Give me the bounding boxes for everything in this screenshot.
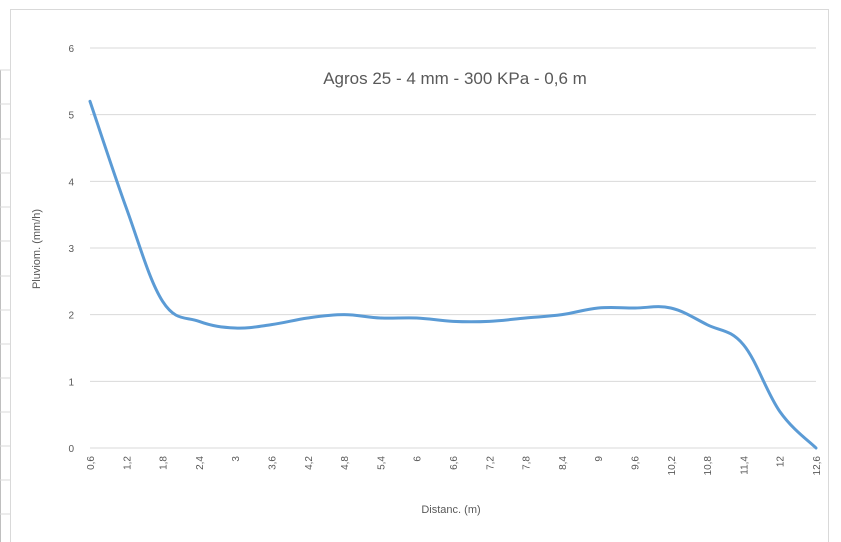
y-axis-title: Pluviom. (mm/h) xyxy=(31,209,43,289)
x-tick-label: 11,4 xyxy=(739,456,750,475)
y-tick-label: 2 xyxy=(68,311,74,322)
x-tick-label: 3,6 xyxy=(268,456,279,470)
x-tick-label: 6,6 xyxy=(449,456,460,470)
x-tick-label: 10,8 xyxy=(703,456,714,476)
x-axis-title: Distanc. (m) xyxy=(421,504,480,516)
x-tick-label: 5,4 xyxy=(376,456,387,470)
gridlines xyxy=(90,47,816,449)
chart-title: Agros 25 - 4 mm - 300 KPa - 0,6 m xyxy=(323,69,587,88)
y-tick-label: 4 xyxy=(68,177,74,188)
series-line xyxy=(88,99,818,450)
x-tick-label: 7,8 xyxy=(522,456,533,470)
x-tick-label: 12 xyxy=(776,456,787,468)
y-tick-label: 5 xyxy=(68,111,74,122)
x-tick-label: 6 xyxy=(413,456,424,462)
x-tick-label: 12,6 xyxy=(812,456,823,476)
chart-area-frame xyxy=(10,9,829,542)
x-tick-label: 9 xyxy=(594,456,605,462)
y-tick-label: 3 xyxy=(68,244,74,255)
left-panel-edge xyxy=(0,69,10,542)
x-tick-label: 3 xyxy=(231,456,242,462)
x-axis-ticks: 0,6 1,2 1,8 2,4 3 3,6 4,2 4,8 5,4 6 6,6 7,2 7,8 8,4 9 9… xyxy=(86,456,823,476)
y-axis-ticks: 0 1 2 3 4 5 6 xyxy=(68,44,74,455)
series-layer xyxy=(88,99,818,450)
y-tick-label: 6 xyxy=(68,44,74,55)
y-tick-label: 0 xyxy=(68,444,74,455)
x-tick-label: 4,8 xyxy=(340,456,351,470)
x-tick-label: 10,2 xyxy=(667,456,678,476)
x-tick-label: 0,6 xyxy=(86,456,97,470)
x-tick-label: 4,2 xyxy=(304,456,315,470)
y-tick-label: 1 xyxy=(68,377,74,388)
x-tick-label: 1,8 xyxy=(159,456,170,470)
x-tick-label: 8,4 xyxy=(558,456,569,470)
x-tick-label: 2,4 xyxy=(195,456,206,470)
x-tick-label: 7,2 xyxy=(485,456,496,470)
x-tick-label: 9,6 xyxy=(631,456,642,470)
x-tick-label: 1,2 xyxy=(122,456,133,470)
